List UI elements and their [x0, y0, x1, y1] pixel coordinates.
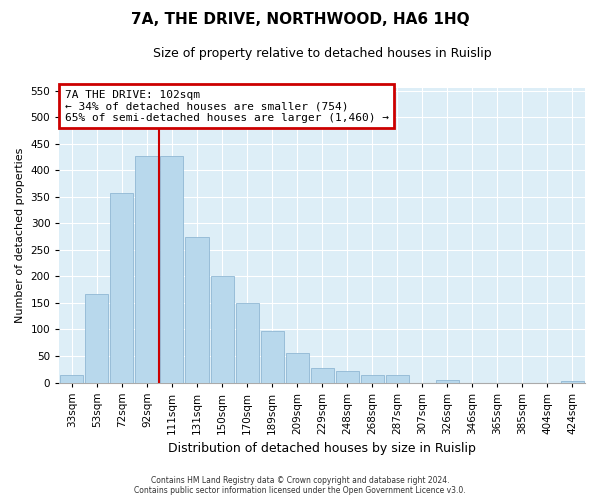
Bar: [61, 374, 83, 382]
Bar: [286, 354, 308, 382]
Bar: [211, 276, 233, 382]
Bar: [136, 156, 158, 382]
Bar: [110, 193, 133, 382]
Bar: [561, 381, 584, 382]
X-axis label: Distribution of detached houses by size in Ruislip: Distribution of detached houses by size …: [168, 442, 476, 455]
Text: 7A THE DRIVE: 102sqm
← 34% of detached houses are smaller (754)
65% of semi-deta: 7A THE DRIVE: 102sqm ← 34% of detached h…: [65, 90, 389, 122]
Text: Contains HM Land Registry data © Crown copyright and database right 2024.
Contai: Contains HM Land Registry data © Crown c…: [134, 476, 466, 495]
Bar: [311, 368, 334, 382]
Bar: [85, 294, 109, 382]
Bar: [436, 380, 459, 382]
Bar: [185, 236, 209, 382]
Bar: [260, 331, 284, 382]
Bar: [361, 375, 384, 382]
Bar: [386, 374, 409, 382]
Bar: [236, 303, 259, 382]
Text: 7A, THE DRIVE, NORTHWOOD, HA6 1HQ: 7A, THE DRIVE, NORTHWOOD, HA6 1HQ: [131, 12, 469, 28]
Bar: [335, 371, 359, 382]
Bar: [160, 156, 184, 382]
Title: Size of property relative to detached houses in Ruislip: Size of property relative to detached ho…: [153, 48, 491, 60]
Y-axis label: Number of detached properties: Number of detached properties: [15, 148, 25, 323]
